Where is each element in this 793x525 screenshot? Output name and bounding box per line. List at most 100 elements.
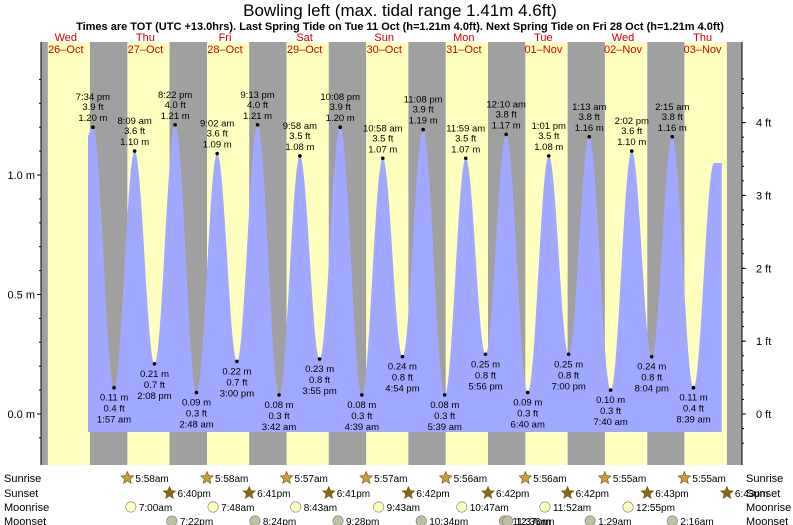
day-date-label: 28–Oct (207, 44, 242, 56)
left-tick-label: 1.0 m (7, 170, 35, 182)
moonrise-row-label-right: Moonrise (746, 502, 791, 514)
day-date-label: 27–Oct (128, 44, 163, 56)
right-tick-label: 3 ft (756, 190, 771, 202)
low-tide-time: 8:04 pm (635, 384, 669, 395)
daytime-band (47, 42, 90, 465)
day-of-week-label: Tue (534, 32, 553, 44)
low-tide-m: 0.11 m (679, 393, 707, 404)
high-tide-ft: 3.8 ft (579, 112, 600, 123)
low-tide-m: 0.21 m (140, 369, 169, 380)
sunset-star-icon (481, 485, 495, 499)
low-tide-m: 0.24 m (637, 362, 666, 373)
high-tide-m: 1.09 m (203, 139, 232, 150)
low-tide-ft: 0.8 ft (309, 375, 330, 386)
sunrise-row-label-left: Sunrise (4, 473, 41, 485)
tide-point (152, 362, 157, 366)
low-tide-time: 3:42 am (262, 422, 296, 433)
moonset-time: 8:24pm (263, 517, 296, 525)
high-tide-time: 8:22 pm (158, 90, 192, 101)
moonset-moon-icon (584, 515, 596, 525)
low-tide-time: 7:00 pm (551, 381, 585, 392)
moonrise-moon-icon (290, 501, 302, 513)
tide-point (173, 123, 177, 127)
high-tide-ft: 3.5 ft (455, 133, 476, 144)
low-tide-ft: 0.8 ft (392, 373, 413, 384)
right-tick-label: 2 ft (756, 263, 771, 275)
moonrise-time: 7:00am (139, 503, 172, 514)
high-tide-m: 1.10 m (617, 137, 646, 148)
high-tide-ft: 3.6 ft (207, 128, 228, 139)
day-of-week-label: Wed (55, 32, 77, 44)
high-tide-m: 1.21 m (161, 111, 190, 122)
sunrise-row-label-right: Sunrise (746, 473, 783, 485)
tide-point (91, 125, 95, 129)
tide-point (360, 393, 364, 397)
tide-point (483, 352, 488, 357)
moonrise-time: 11:52am (553, 503, 591, 514)
tide-point (421, 127, 425, 132)
low-tide-time: 8:39 am (676, 415, 710, 426)
sunset-time: 6:42pm (416, 489, 449, 500)
sunrise-time: 5:55am (613, 474, 646, 485)
day-of-week-label: Fri (219, 32, 232, 44)
sunset-time: 6:40pm (178, 489, 211, 500)
tide-point (277, 393, 281, 397)
high-tide-m: 1.17 m (492, 120, 521, 131)
sunset-time: 6:41pm (257, 489, 290, 500)
low-tide-time: 7:40 am (593, 417, 627, 428)
high-tide-time: 1:01 pm (532, 121, 566, 132)
day-labels: Wed26–OctThu27–OctFri28–OctSat29–OctSun3… (48, 32, 722, 56)
left-tick-label: 0.5 m (7, 290, 35, 302)
high-tide-m: 1.19 m (409, 116, 438, 127)
moonset-time: 11:37pm (512, 517, 550, 525)
high-tide-ft: 3.9 ft (82, 102, 103, 113)
right-margin (742, 42, 793, 465)
moonrise-time: 12:55pm (636, 503, 675, 514)
high-tide-ft: 3.6 ft (621, 126, 642, 137)
moonset-row-label-right: Moonset (746, 516, 788, 525)
left-tick-label: 0.0 m (7, 409, 35, 421)
right-tick-label: 4 ft (756, 118, 771, 130)
low-tide-m: 0.08 m (430, 400, 459, 411)
tide-point (132, 149, 137, 153)
sunrise-time: 5:58am (215, 474, 248, 485)
day-of-week-label: Thu (136, 32, 155, 44)
low-tide-time: 4:54 pm (385, 384, 419, 395)
sunrise-star-icon (279, 470, 294, 484)
low-tide-m: 0.08 m (265, 400, 294, 411)
low-tide-time: 6:40 am (511, 419, 545, 430)
sunset-star-icon (719, 485, 734, 499)
high-tide-time: 1:13 am (572, 102, 606, 113)
low-tide-m: 0.22 m (222, 366, 251, 377)
day-date-label: 30–Oct (366, 44, 401, 56)
tide-point (235, 359, 239, 364)
low-tide-time: 1:57 am (97, 415, 131, 426)
tide-point (649, 354, 654, 359)
tide-annotations: 7:34 pm3.9 ft1.20 m0.11 m0.4 ft1:57 am8:… (76, 90, 711, 433)
low-tide-m: 0.10 m (596, 395, 625, 406)
high-tide-time: 11:08 pm (404, 95, 443, 106)
high-tide-ft: 3.5 ft (372, 133, 393, 144)
sunset-row-label-left: Sunset (4, 488, 38, 500)
tide-point (608, 388, 613, 392)
low-tide-m: 0.25 m (554, 359, 583, 370)
sunrise-star-icon (359, 470, 374, 484)
tide-point (112, 385, 116, 390)
sunrise-time: 5:57am (374, 474, 407, 485)
day-date-label: 26–Oct (48, 44, 83, 56)
sunset-star-icon (560, 485, 575, 499)
moonset-moon-icon (249, 515, 261, 525)
low-tide-m: 0.11 m (100, 393, 128, 404)
high-tide-time: 7:34 pm (76, 92, 110, 103)
moonrise-time: 10:47am (470, 503, 509, 514)
right-tick-label: 0 ft (756, 409, 771, 421)
tide-point (546, 154, 551, 158)
moonset-time: 9:28pm (346, 517, 379, 525)
day-date-label: 01–Nov (524, 44, 562, 56)
sunrise-time: 5:56am (533, 474, 566, 485)
sunset-star-icon (162, 485, 177, 499)
tide-point (691, 385, 696, 390)
high-tide-ft: 3.5 ft (289, 131, 310, 142)
sunrise-star-icon (200, 470, 214, 484)
moonrise-time: 9:43am (387, 503, 420, 514)
